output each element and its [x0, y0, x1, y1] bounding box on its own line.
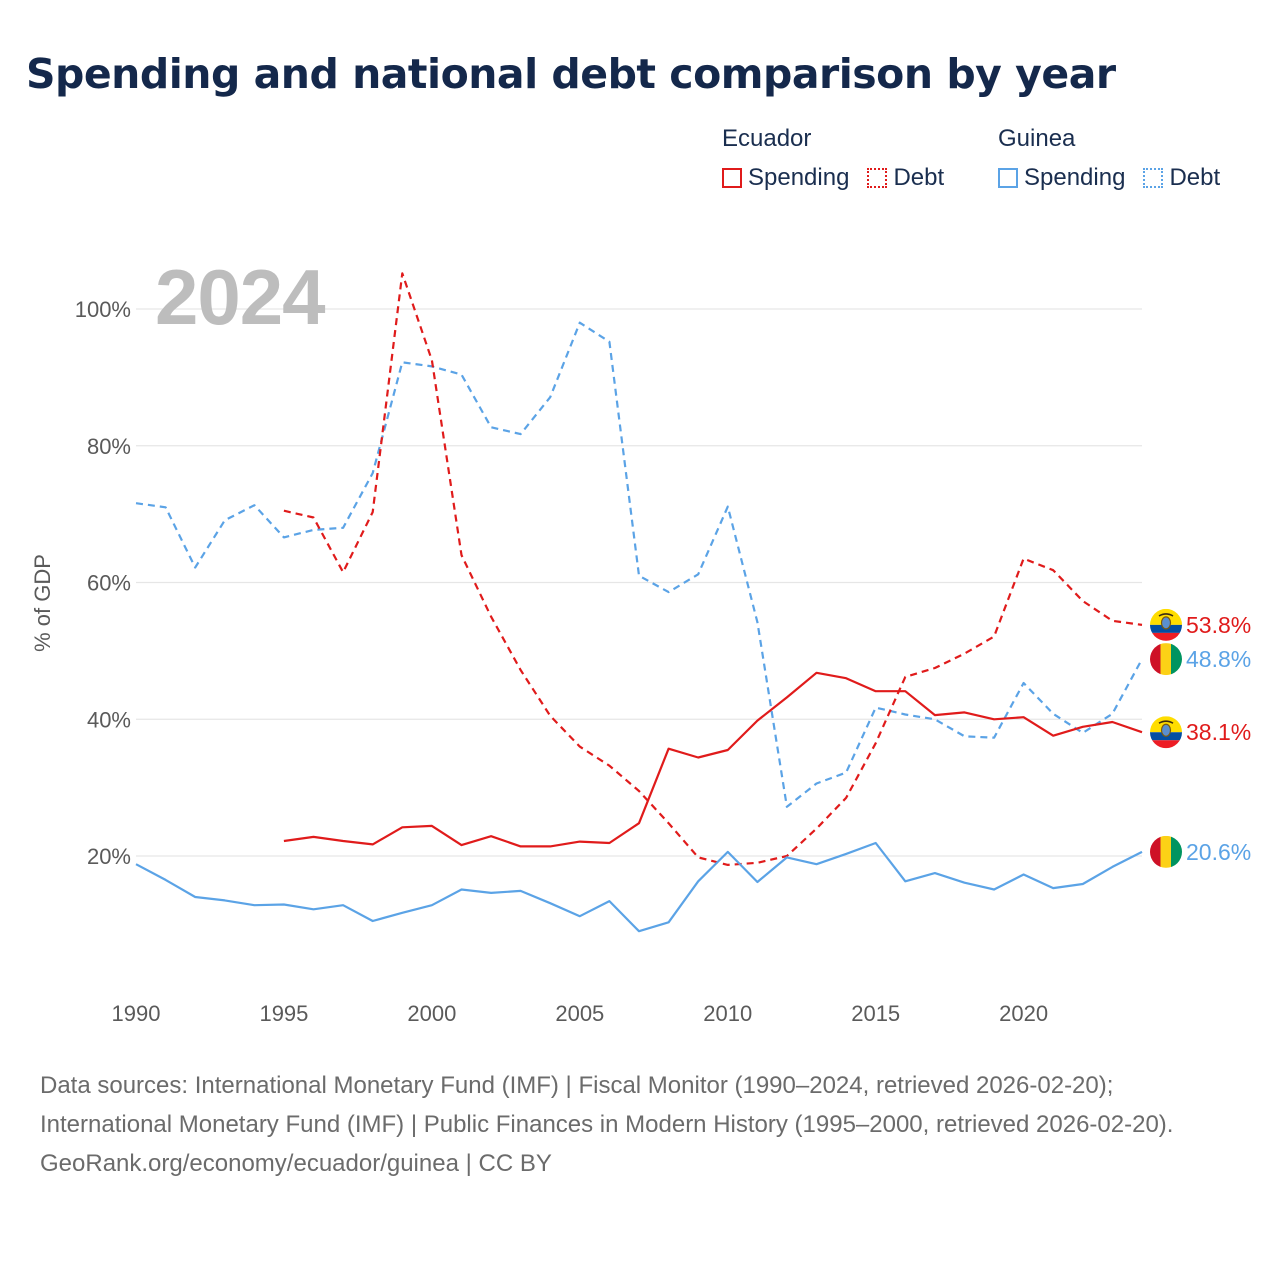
- x-tick-label: 2005: [555, 1001, 604, 1026]
- series-line-ecuador-debt[interactable]: [283, 272, 1143, 867]
- y-tick-label: 60%: [87, 571, 131, 596]
- ecuador-flag-icon: [1150, 716, 1182, 749]
- series-line-guinea-spending[interactable]: [135, 841, 1143, 933]
- legend-label-debt: Debt: [893, 164, 945, 191]
- end-value-label: 38.1%: [1186, 719, 1251, 745]
- legend-item-ecuador-debt[interactable]: Debt: [867, 164, 944, 192]
- x-tick-label: 1995: [259, 1001, 308, 1026]
- legend-item-ecuador-spending[interactable]: Spending: [722, 164, 849, 192]
- end-labels: 53.8% 38.1% 48.8% 20.6%: [1150, 608, 1251, 868]
- gridlines: [136, 308, 1142, 857]
- y-tick-label: 100%: [75, 297, 131, 322]
- legend-country-ecuador: Ecuador: [722, 125, 812, 152]
- legend-ecuador: Ecuador Spending Debt: [722, 122, 944, 192]
- end-value-label: 20.6%: [1186, 839, 1251, 865]
- attribution-link[interactable]: GeoRank.org/economy/ecuador/guinea | CC …: [40, 1150, 552, 1177]
- y-tick-label: 80%: [87, 434, 131, 459]
- x-tick-label: 2010: [703, 1001, 752, 1026]
- y-axis-label: % of GDP: [30, 554, 55, 652]
- source-line: Data sources: International Monetary Fun…: [40, 1072, 1174, 1138]
- legend-item-guinea-spending[interactable]: Spending: [998, 164, 1125, 192]
- legend-swatch-solid-icon: [998, 168, 1018, 188]
- x-tick-label: 2000: [407, 1001, 456, 1026]
- end-value-label: 53.8%: [1186, 612, 1251, 638]
- guinea-flag-icon: [1150, 835, 1182, 868]
- legend-guinea: Guinea Spending Debt: [998, 122, 1220, 192]
- y-axis: 20% 40% 60% 80% 100% % of GDP: [30, 297, 131, 869]
- year-watermark: 2024: [155, 253, 326, 341]
- series-line-guinea-debt[interactable]: [135, 321, 1143, 808]
- y-tick-label: 40%: [87, 707, 131, 732]
- x-tick-label: 2015: [851, 1001, 900, 1026]
- legend-swatch-dotted-icon: [867, 168, 888, 188]
- y-tick-label: 20%: [87, 844, 131, 869]
- legend-item-guinea-debt[interactable]: Debt: [1143, 164, 1220, 192]
- legend-label-spending: Spending: [748, 164, 850, 191]
- chart-title: Spending and national debt comparison by…: [26, 50, 1116, 98]
- legend-swatch-solid-icon: [722, 168, 742, 188]
- source-notes: Data sources: International Monetary Fun…: [40, 1066, 1240, 1183]
- x-axis: 1990 1995 2000 2005 2010 2015 2020: [112, 1001, 1049, 1026]
- x-tick-label: 1990: [112, 1001, 161, 1026]
- legend-swatch-dotted-icon: [1143, 168, 1164, 188]
- x-tick-label: 2020: [999, 1001, 1048, 1026]
- series-line-ecuador-spending[interactable]: [283, 671, 1143, 848]
- legend-label-spending: Spending: [1024, 164, 1126, 191]
- ecuador-flag-icon: [1150, 608, 1182, 641]
- series-lines: [135, 272, 1143, 933]
- legend-country-guinea: Guinea: [998, 125, 1076, 152]
- guinea-flag-icon: [1150, 643, 1182, 676]
- legend-label-debt: Debt: [1169, 164, 1221, 191]
- end-value-label: 48.8%: [1186, 646, 1251, 672]
- line-chart: 20% 40% 60% 80% 100% % of GDP 1990 1995 2000 200…: [30, 272, 1251, 1026]
